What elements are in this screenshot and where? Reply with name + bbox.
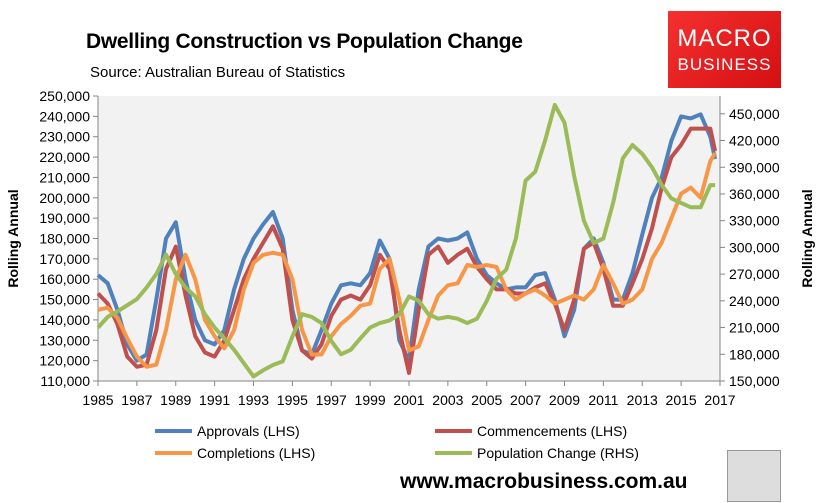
- series-line-commencements-lhs: [96, 126, 718, 375]
- left-tick-label: 190,000: [39, 210, 90, 226]
- legend-label: Commencements (LHS): [477, 423, 627, 439]
- left-tick-label: 110,000: [40, 373, 90, 389]
- right-tick-label: 330,000: [729, 213, 780, 229]
- x-tick-label: 2007: [510, 392, 541, 408]
- right-tick-label: 150,000: [729, 373, 780, 389]
- x-tick-label: 2005: [471, 392, 502, 408]
- right-tick-label: 270,000: [729, 266, 780, 282]
- left-axis-label: Rolling Annual: [5, 189, 21, 287]
- left-tick-label: 240,000: [39, 108, 90, 124]
- right-tick-label: 390,000: [729, 159, 780, 175]
- left-tick-label: 200,000: [39, 190, 90, 206]
- x-tick-label: 2003: [432, 392, 463, 408]
- legend-label: Population Change (RHS): [477, 445, 639, 461]
- right-tick-label: 450,000: [729, 106, 780, 122]
- legend-label: Completions (LHS): [197, 445, 315, 461]
- x-tick-label: 1997: [316, 392, 347, 408]
- left-tick-label: 210,000: [39, 169, 90, 185]
- left-tick-label: 250,000: [39, 88, 90, 104]
- logo-line2: BUSINESS: [677, 55, 772, 74]
- macrobusiness-logo: MACRO BUSINESS: [668, 11, 781, 88]
- x-tick-label: 2013: [627, 392, 658, 408]
- x-tick-label: 2001: [393, 392, 424, 408]
- x-tick-label: 1989: [160, 392, 191, 408]
- right-tick-label: 420,000: [729, 133, 780, 149]
- left-tick-label: 180,000: [39, 231, 90, 247]
- x-tick-label: 1985: [82, 392, 113, 408]
- right-axis-label: Rolling Annual: [799, 189, 815, 287]
- left-tick-label: 150,000: [39, 292, 90, 308]
- x-tick-label: 2011: [588, 392, 618, 408]
- series-line-population-change-rhs: [96, 102, 716, 379]
- left-tick-label: 160,000: [39, 271, 90, 287]
- x-tick-label: 1991: [199, 392, 230, 408]
- left-tick-label: 130,000: [39, 332, 90, 348]
- x-tick-label: 1995: [277, 392, 308, 408]
- left-tick-label: 120,000: [39, 353, 90, 369]
- wolf-logo-icon: [727, 450, 781, 502]
- right-tick-label: 180,000: [729, 346, 780, 362]
- left-tick-label: 220,000: [39, 149, 90, 165]
- right-tick-label: 360,000: [729, 186, 780, 202]
- right-tick-label: 210,000: [729, 320, 780, 336]
- logo-line1: MACRO: [677, 25, 772, 52]
- right-tick-label: 300,000: [729, 239, 780, 255]
- left-tick-label: 170,000: [39, 251, 90, 267]
- x-tick-label: 2015: [666, 392, 697, 408]
- left-tick-label: 140,000: [39, 312, 90, 328]
- website-url: www.macrobusiness.com.au: [400, 470, 688, 493]
- x-tick-label: 2017: [704, 392, 735, 408]
- legend-label: Approvals (LHS): [197, 423, 300, 439]
- x-tick-label: 1987: [121, 392, 152, 408]
- x-tick-label: 1999: [355, 392, 386, 408]
- plot-area: [98, 96, 720, 381]
- left-tick-label: 230,000: [39, 129, 90, 145]
- chart-subtitle: Source: Australian Bureau of Statistics: [90, 64, 346, 81]
- right-tick-label: 240,000: [729, 293, 780, 309]
- x-tick-label: 1993: [238, 392, 269, 408]
- x-tick-label: 2009: [549, 392, 580, 408]
- chart-title: Dwelling Construction vs Population Chan…: [86, 30, 523, 53]
